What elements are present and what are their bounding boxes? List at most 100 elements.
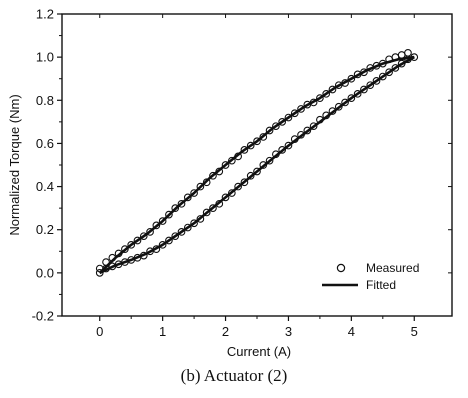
measured-point-increasing-44 xyxy=(372,77,381,85)
x-tick-label-2: 2 xyxy=(222,324,229,339)
measured-point-decreasing-19 xyxy=(284,113,293,122)
x-tick-label-5: 5 xyxy=(411,324,418,339)
measured-point-increasing-0 xyxy=(95,269,104,277)
measured-point-increasing-18 xyxy=(209,204,217,212)
measured-point-decreasing-22 xyxy=(265,126,274,135)
y-tick-label-2: 0.2 xyxy=(36,222,54,237)
axes-layer: 0 1 2 3 4 5 -0.2 0.0 0.2 0.4 0.6 0.8 1.0 1.2 xyxy=(32,7,453,339)
measured-point-increasing-37 xyxy=(328,107,337,115)
measured-point-decreasing-34 xyxy=(190,189,198,197)
measured-point-increasing-23 xyxy=(240,178,249,187)
measured-point-increasing-13 xyxy=(177,228,186,236)
fitted-line-increasing xyxy=(99,55,415,275)
measured-point-increasing-31 xyxy=(290,135,299,143)
measured-point-increasing-21 xyxy=(227,189,236,197)
x-tick-label-1: 1 xyxy=(159,324,166,339)
y-tick-label-1: 0.0 xyxy=(36,265,54,280)
measured-point-decreasing-6 xyxy=(366,64,375,72)
measured-point-decreasing-36 xyxy=(177,199,186,208)
measured-point-decreasing-38 xyxy=(165,210,173,219)
y-tick-label-6: 1.0 xyxy=(36,50,54,65)
measured-point-increasing-7 xyxy=(139,251,148,260)
measured-point-increasing-48 xyxy=(397,59,406,68)
measured-point-increasing-32 xyxy=(297,130,305,139)
measured-point-decreasing-44 xyxy=(127,240,136,249)
measured-point-increasing-39 xyxy=(341,98,349,107)
legend-measured-marker xyxy=(336,263,346,273)
y-tick-label-0: -0.2 xyxy=(32,309,54,324)
measured-point-decreasing-32 xyxy=(202,178,211,187)
measured-point-increasing-12 xyxy=(171,232,180,241)
y-tick-label-7: 1.2 xyxy=(36,7,54,22)
measured-point-decreasing-26 xyxy=(240,146,249,154)
plot-layer xyxy=(95,48,419,277)
measured-point-decreasing-49 xyxy=(95,264,104,273)
measured-point-increasing-50 xyxy=(410,53,419,61)
measured-point-increasing-28 xyxy=(272,150,280,159)
measured-point-decreasing-14 xyxy=(316,94,324,102)
measured-point-decreasing-3 xyxy=(385,55,393,64)
x-axis-title: Current (A) xyxy=(227,344,291,359)
measured-point-increasing-47 xyxy=(391,64,400,72)
measured-point-increasing-24 xyxy=(246,171,255,180)
measured-point-decreasing-45 xyxy=(121,245,129,253)
measured-point-decreasing-47 xyxy=(108,253,117,262)
measured-point-decreasing-11 xyxy=(334,81,343,90)
y-tick-label-3: 0.4 xyxy=(36,179,54,194)
measured-point-decreasing-28 xyxy=(227,156,236,165)
x-tick-label-0: 0 xyxy=(96,324,103,339)
y-axis-title: Normalized Torque (Nm) xyxy=(7,94,22,235)
measured-point-increasing-17 xyxy=(202,208,211,217)
measured-point-decreasing-8 xyxy=(353,70,362,79)
measured-point-decreasing-1 xyxy=(397,51,406,59)
legend-measured-label: Measured xyxy=(366,261,419,275)
measured-point-increasing-36 xyxy=(322,111,331,120)
measured-point-decreasing-9 xyxy=(347,74,356,83)
measured-point-increasing-10 xyxy=(158,240,167,249)
y-tick-label-4: 0.6 xyxy=(36,136,54,151)
measured-point-decreasing-43 xyxy=(133,236,142,245)
measured-point-decreasing-13 xyxy=(322,89,331,98)
measured-point-decreasing-31 xyxy=(209,171,217,180)
measured-point-decreasing-48 xyxy=(102,258,110,266)
measured-point-decreasing-25 xyxy=(246,141,255,150)
measured-point-increasing-19 xyxy=(215,199,224,208)
measured-point-decreasing-27 xyxy=(234,152,242,161)
measured-point-decreasing-18 xyxy=(290,109,299,118)
measured-point-increasing-29 xyxy=(278,146,287,154)
measured-point-increasing-11 xyxy=(165,236,173,245)
measured-point-decreasing-41 xyxy=(146,228,154,236)
measured-point-increasing-25 xyxy=(253,167,261,176)
measured-point-increasing-16 xyxy=(196,215,205,223)
measured-point-decreasing-30 xyxy=(215,167,224,176)
y-tick-label-5: 0.8 xyxy=(36,93,54,108)
measured-point-increasing-46 xyxy=(385,68,393,77)
measured-point-decreasing-40 xyxy=(152,221,161,230)
measured-point-decreasing-23 xyxy=(259,133,268,141)
measured-point-increasing-26 xyxy=(259,161,268,169)
measured-point-increasing-33 xyxy=(303,126,312,135)
measured-point-decreasing-46 xyxy=(114,249,123,258)
measured-point-increasing-42 xyxy=(360,85,368,94)
measured-point-increasing-27 xyxy=(265,156,274,165)
measured-point-decreasing-0 xyxy=(404,48,412,57)
measured-point-decreasing-21 xyxy=(272,122,280,131)
measured-point-decreasing-17 xyxy=(297,105,305,113)
measured-point-increasing-41 xyxy=(353,89,362,98)
measured-point-decreasing-35 xyxy=(183,193,192,202)
measured-point-increasing-35 xyxy=(316,115,324,124)
measured-point-increasing-22 xyxy=(234,182,242,191)
measured-point-increasing-45 xyxy=(378,72,387,81)
measured-point-decreasing-12 xyxy=(328,85,337,94)
measured-point-decreasing-33 xyxy=(196,182,205,191)
measured-point-decreasing-24 xyxy=(253,137,261,146)
measured-point-decreasing-20 xyxy=(278,118,287,126)
measured-point-increasing-15 xyxy=(190,219,198,228)
measured-point-decreasing-29 xyxy=(221,161,230,169)
measured-point-increasing-38 xyxy=(334,102,343,111)
measured-point-decreasing-37 xyxy=(171,204,180,212)
figure-caption: (b) Actuator (2) xyxy=(180,366,288,385)
legend-fitted-label: Fitted xyxy=(366,278,396,292)
